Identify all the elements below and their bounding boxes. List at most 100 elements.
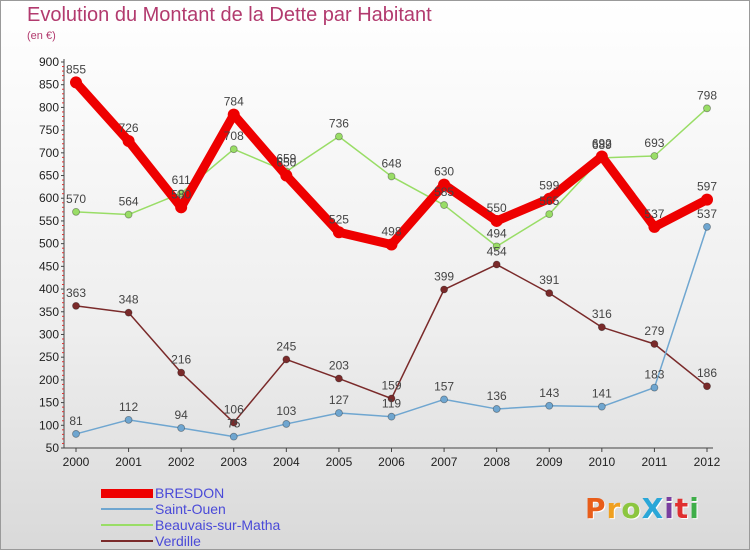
legend-swatch [101,508,153,510]
data-point [703,382,711,391]
data-label: 494 [487,226,507,240]
data-label: 585 [434,185,454,199]
data-point [545,289,554,298]
data-point [648,220,661,233]
data-point [650,383,659,392]
y-tick-label: 450 [39,259,59,273]
y-tick-label: 250 [39,350,59,364]
y-tick-label: 50 [46,441,60,455]
y-tick-label: 850 [39,78,59,92]
data-point [545,401,554,410]
y-tick-label: 200 [39,373,59,387]
data-label: 454 [487,245,507,259]
data-label: 136 [487,389,507,403]
data-label: 784 [224,95,244,109]
data-point [701,193,713,206]
data-point [282,420,291,428]
y-tick-label: 700 [39,146,59,160]
x-tick-label: 2012 [694,455,721,469]
data-label: 537 [644,207,664,221]
data-point [703,104,711,113]
data-point [72,301,80,310]
data-point [440,395,448,404]
data-point [335,409,343,417]
y-tick-label: 800 [39,100,59,114]
data-point [72,207,80,216]
data-label: 570 [66,192,86,206]
data-point [335,132,343,141]
data-label: 119 [382,397,401,411]
data-label: 564 [119,195,139,209]
data-point [229,145,238,154]
data-label: 798 [697,88,717,102]
data-point [440,201,448,209]
x-tick-label: 2010 [588,455,615,469]
data-point [72,430,80,438]
data-label: 216 [171,353,191,367]
data-point [650,340,659,348]
y-tick-label: 900 [39,55,59,69]
data-label: 689 [592,138,612,152]
y-tick-label: 400 [39,282,59,296]
data-point [492,260,501,269]
x-tick-label: 2003 [220,455,247,469]
data-point [124,308,133,317]
data-label: 363 [66,286,86,300]
data-point [227,108,240,121]
x-tick-label: 2004 [273,455,300,469]
x-tick-label: 2002 [168,455,195,469]
y-tick-label: 600 [39,191,59,205]
data-label: 708 [224,129,244,143]
y-tick-label: 100 [39,418,59,432]
data-label: 537 [697,207,717,221]
data-label: 399 [434,270,454,284]
x-tick-label: 2000 [63,455,90,469]
data-label: 127 [329,393,349,407]
data-point [438,178,451,191]
y-tick-label: 750 [39,123,59,137]
data-point [177,424,186,432]
data-label: 203 [329,359,349,373]
data-label: 498 [381,225,401,239]
data-point [124,210,133,219]
data-label: 157 [434,379,454,393]
y-tick-label: 500 [39,237,59,251]
data-point [387,394,396,403]
data-label: 183 [644,368,664,382]
data-label: 693 [644,136,664,150]
y-tick-label: 150 [39,396,59,410]
data-label: 550 [487,201,507,215]
data-label: 855 [66,62,86,76]
legend-label: Saint-Ouen [155,501,226,517]
data-label: 599 [539,179,559,193]
data-label: 112 [119,400,138,414]
data-point [703,222,711,231]
data-label: 525 [329,212,349,226]
data-label: 106 [224,403,244,417]
data-label: 159 [381,379,401,393]
legend-swatch [101,524,153,526]
data-label: 348 [119,293,139,307]
data-label: 75 [227,417,241,431]
data-point [280,169,293,182]
y-tick-label: 550 [39,214,59,228]
legend-swatch [101,540,153,542]
data-label: 648 [381,156,401,170]
data-label: 143 [539,386,559,400]
data-label: 245 [276,339,296,353]
data-point [282,355,291,364]
y-tick-label: 650 [39,169,59,183]
data-point [175,201,188,214]
x-tick-label: 2007 [431,455,458,469]
data-point [490,214,503,227]
data-label: 141 [592,387,612,401]
data-point [332,226,345,239]
data-label: 316 [592,307,612,321]
chart-title: Evolution du Montant de la Dette par Hab… [27,4,432,26]
x-tick-label: 2011 [642,455,668,469]
data-label: 630 [434,165,454,179]
data-label: 692 [592,136,612,150]
data-point [492,242,501,251]
